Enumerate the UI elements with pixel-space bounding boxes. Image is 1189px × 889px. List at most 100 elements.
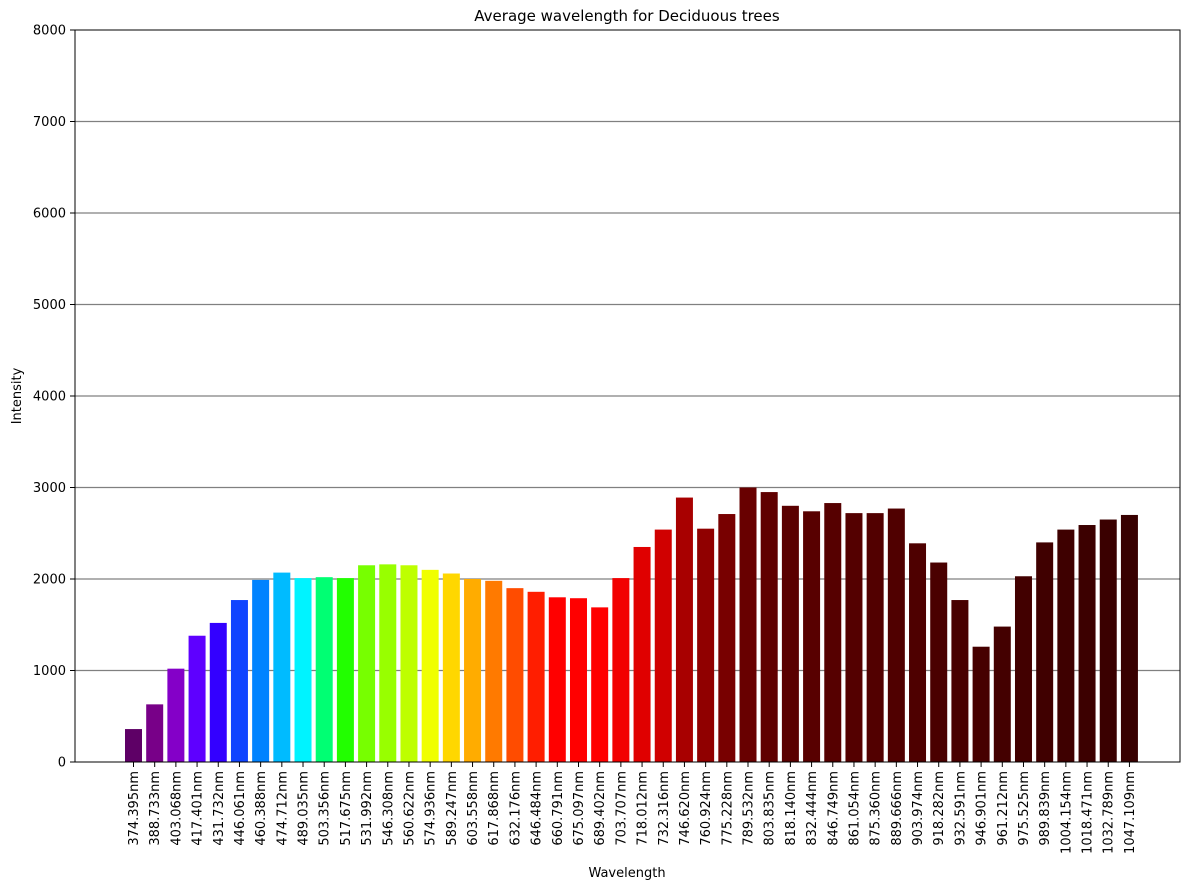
x-tick-label: 775.228nm xyxy=(720,771,735,846)
y-tick-label: 5000 xyxy=(33,298,66,313)
y-tick-label: 1000 xyxy=(33,664,66,679)
chart-title: Average wavelength for Deciduous trees xyxy=(474,7,780,25)
x-tick-label: 403.068nm xyxy=(169,771,184,846)
x-tick-label: 961.212nm xyxy=(996,771,1011,846)
x-tick-label: 388.733nm xyxy=(148,771,163,846)
x-tick-label: 789.532nm xyxy=(742,771,757,846)
gridlines xyxy=(75,120,1180,672)
x-tick-label: 446.061nm xyxy=(233,771,248,846)
bar xyxy=(718,514,736,762)
bar xyxy=(1078,525,1096,762)
bar xyxy=(1099,519,1117,762)
bar xyxy=(739,487,757,762)
bar xyxy=(1057,529,1075,762)
bar xyxy=(1036,542,1054,762)
x-tick-label: 889.666nm xyxy=(890,771,905,846)
y-tick-label: 4000 xyxy=(33,390,66,405)
bar xyxy=(527,591,545,762)
x-tick-label: 560.622nm xyxy=(402,771,417,846)
y-axis-label: Intensity xyxy=(10,367,25,424)
x-tick-label: 932.591nm xyxy=(953,771,968,846)
x-tick-label: 718.012nm xyxy=(636,771,651,846)
y-tick-label: 2000 xyxy=(33,573,66,588)
bar xyxy=(230,600,248,762)
bar xyxy=(252,579,270,762)
bar xyxy=(400,565,418,762)
bar xyxy=(654,529,672,762)
bar xyxy=(1120,514,1138,762)
bar xyxy=(442,573,460,762)
x-tick-label: 732.316nm xyxy=(657,771,672,846)
y-axis-ticks: 0 1000 2000 3000 4000 5000 6000 7000 8000 xyxy=(33,24,75,771)
bar xyxy=(781,505,799,762)
bar xyxy=(125,729,142,762)
x-tick-label: 746.620nm xyxy=(678,771,693,846)
x-tick-label: 1004.154nm xyxy=(1059,771,1074,854)
x-axis-label: Wavelength xyxy=(588,866,665,881)
y-tick-label: 8000 xyxy=(33,24,66,39)
bar xyxy=(188,635,206,762)
x-tick-label: 675.097nm xyxy=(572,771,587,846)
x-tick-label: 489.035nm xyxy=(297,771,312,846)
x-tick-label: 617.868nm xyxy=(487,771,502,846)
x-tick-label: 374.395nm xyxy=(127,771,142,846)
x-tick-label: 903.974nm xyxy=(911,771,926,846)
y-tick-label: 7000 xyxy=(33,115,66,130)
bar xyxy=(909,543,927,762)
x-tick-label: 803.835nm xyxy=(763,771,778,846)
x-tick-label: 861.054nm xyxy=(847,771,862,846)
x-tick-label: 517.675nm xyxy=(339,771,354,846)
x-tick-label: 589.247nm xyxy=(445,771,460,846)
x-tick-label: 603.558nm xyxy=(466,771,481,846)
bar xyxy=(993,626,1011,762)
bar xyxy=(612,578,630,762)
y-tick-label: 6000 xyxy=(33,207,66,222)
bar xyxy=(951,600,969,762)
bar xyxy=(358,565,376,762)
x-tick-label: 832.444nm xyxy=(805,771,820,846)
x-tick-label: 989.839nm xyxy=(1038,771,1053,846)
x-tick-label: 1032.789nm xyxy=(1102,771,1117,854)
bar xyxy=(421,569,439,762)
y-tick-label: 3000 xyxy=(33,481,66,496)
bar xyxy=(633,546,651,762)
x-tick-label: 460.388nm xyxy=(254,771,269,846)
bar xyxy=(464,579,482,762)
x-tick-label: 431.732nm xyxy=(212,771,227,846)
x-tick-label: 975.525nm xyxy=(1017,771,1032,846)
bar xyxy=(760,492,778,762)
bar xyxy=(273,572,291,762)
x-tick-label: 531.992nm xyxy=(360,771,375,846)
bars xyxy=(125,487,1138,762)
bar xyxy=(146,704,164,762)
x-axis-ticks: 374.395nm 388.733nm 403.068nm 417.401nm 431.… xyxy=(127,762,1138,854)
bar xyxy=(591,607,609,762)
x-tick-label: 918.282nm xyxy=(932,771,947,846)
bar xyxy=(485,580,503,762)
bar xyxy=(336,578,354,762)
bar xyxy=(930,562,948,762)
x-tick-label: 632.176nm xyxy=(508,771,523,846)
bar xyxy=(548,597,566,762)
x-tick-label: 646.484nm xyxy=(530,771,545,846)
x-tick-label: 689.402nm xyxy=(593,771,608,846)
bar xyxy=(167,668,185,762)
x-tick-label: 846.749nm xyxy=(826,771,841,846)
bar xyxy=(824,503,842,762)
x-tick-label: 875.360nm xyxy=(869,771,884,846)
bar xyxy=(845,513,863,762)
bar xyxy=(675,497,693,762)
x-tick-label: 1018.471nm xyxy=(1081,771,1096,854)
bar xyxy=(569,598,587,762)
x-tick-label: 417.401nm xyxy=(191,771,206,846)
x-tick-label: 546.308nm xyxy=(381,771,396,846)
bar xyxy=(294,578,312,762)
bar xyxy=(379,564,397,762)
bar xyxy=(209,622,227,762)
x-tick-label: 474.712nm xyxy=(275,771,290,846)
x-tick-label: 574.936nm xyxy=(424,771,439,846)
x-tick-label: 660.791nm xyxy=(551,771,566,846)
bar xyxy=(506,588,524,762)
x-tick-label: 703.707nm xyxy=(614,771,629,846)
